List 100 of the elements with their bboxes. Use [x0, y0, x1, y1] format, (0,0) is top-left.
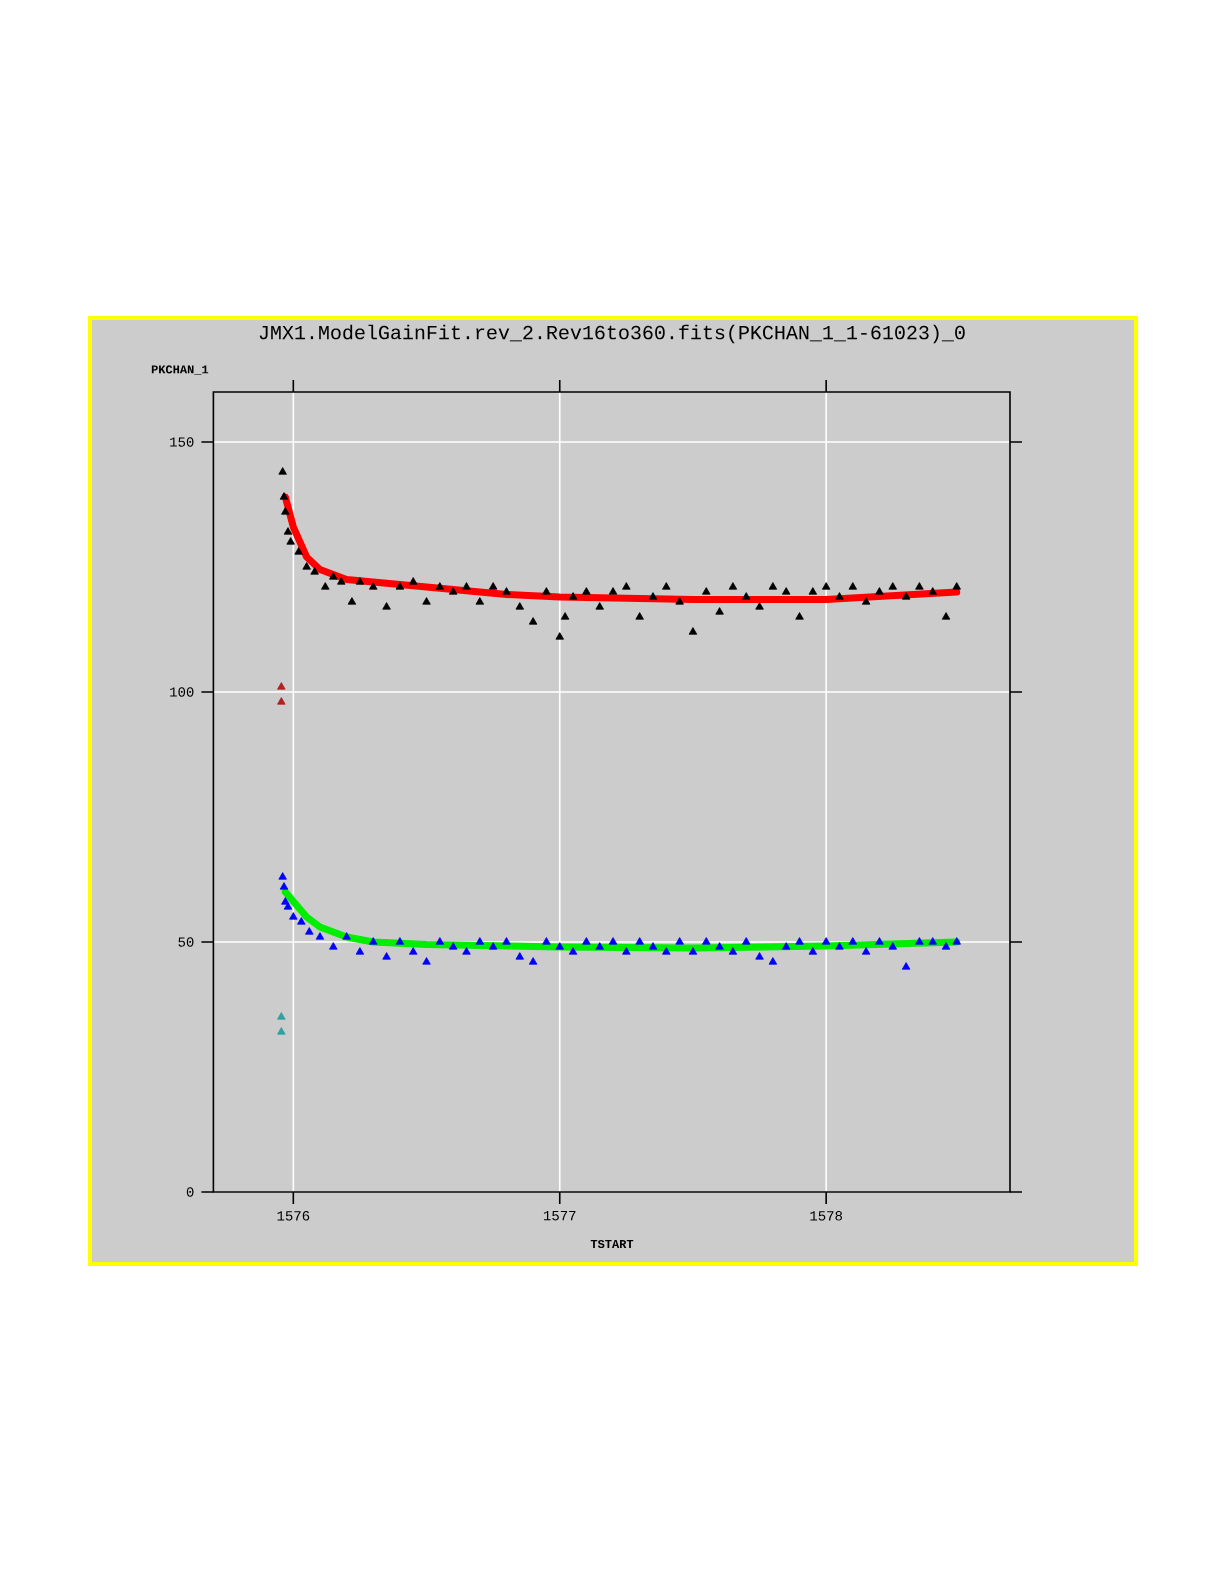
point	[488, 942, 498, 950]
point	[462, 947, 471, 955]
point	[277, 1012, 286, 1020]
point	[808, 947, 818, 955]
point	[781, 587, 791, 595]
point	[488, 582, 498, 590]
point	[475, 597, 485, 605]
point	[283, 902, 293, 910]
point	[555, 942, 564, 950]
point	[422, 597, 431, 605]
point	[435, 582, 445, 590]
point	[821, 937, 831, 945]
point	[329, 572, 338, 580]
point	[355, 577, 365, 585]
point	[875, 587, 884, 595]
point	[337, 577, 346, 585]
point	[382, 952, 391, 960]
point	[475, 937, 485, 945]
point	[448, 587, 458, 595]
point	[568, 947, 578, 955]
point	[310, 567, 319, 575]
point	[582, 587, 591, 595]
point	[409, 947, 418, 955]
point	[795, 612, 804, 620]
point	[888, 942, 897, 950]
point	[728, 582, 738, 590]
point	[542, 587, 551, 595]
point	[462, 582, 471, 590]
point	[915, 937, 924, 945]
point	[755, 602, 764, 610]
point	[648, 942, 658, 950]
point	[409, 577, 418, 585]
point	[702, 937, 711, 945]
point	[688, 627, 698, 635]
point	[448, 942, 458, 950]
point	[901, 962, 911, 970]
point	[542, 937, 551, 945]
point	[835, 942, 844, 950]
point	[648, 592, 658, 600]
point	[808, 587, 818, 595]
point	[528, 957, 538, 965]
point	[278, 467, 287, 475]
point	[848, 937, 858, 945]
point	[608, 937, 618, 945]
point	[662, 582, 671, 590]
point	[329, 942, 338, 950]
point	[795, 937, 804, 945]
point	[395, 582, 405, 590]
point	[294, 547, 303, 555]
point	[662, 947, 671, 955]
point	[608, 587, 618, 595]
point	[347, 597, 357, 605]
point	[315, 932, 325, 940]
point	[283, 527, 293, 535]
point	[502, 587, 511, 595]
point	[286, 537, 295, 545]
point	[728, 947, 738, 955]
point	[277, 682, 286, 690]
point	[848, 582, 858, 590]
point	[528, 617, 538, 625]
point	[279, 492, 289, 500]
point	[297, 917, 306, 925]
point	[768, 957, 778, 965]
point	[952, 582, 961, 590]
line-series	[281, 493, 961, 603]
point	[278, 872, 287, 880]
point	[622, 582, 631, 590]
point	[928, 937, 937, 945]
point	[568, 592, 578, 600]
point	[382, 602, 391, 610]
point	[555, 632, 564, 640]
point	[289, 912, 298, 920]
point	[422, 957, 431, 965]
point	[515, 952, 524, 960]
point	[742, 937, 751, 945]
point	[435, 937, 445, 945]
point	[515, 602, 524, 610]
point	[355, 947, 365, 955]
point	[277, 1027, 286, 1035]
point	[622, 947, 631, 955]
point	[595, 602, 604, 610]
point	[635, 612, 644, 620]
point	[715, 607, 724, 615]
point	[768, 582, 778, 590]
point	[502, 937, 511, 945]
point	[835, 592, 844, 600]
point	[875, 937, 884, 945]
point	[861, 947, 871, 955]
point	[369, 937, 378, 945]
point	[395, 937, 405, 945]
point	[595, 942, 604, 950]
point	[582, 937, 591, 945]
point	[928, 587, 937, 595]
point	[305, 927, 314, 935]
point	[781, 942, 791, 950]
point	[369, 582, 378, 590]
point	[635, 937, 644, 945]
point	[279, 882, 289, 890]
point	[702, 587, 711, 595]
point	[688, 947, 698, 955]
